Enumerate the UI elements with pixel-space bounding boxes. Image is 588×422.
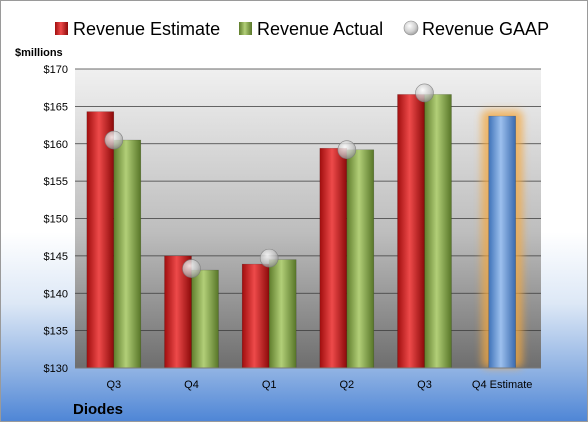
legend-item-revenue-gaap: Revenue GAAP	[403, 19, 549, 39]
y-tick-label: $140	[44, 288, 68, 300]
y-tick-label: $160	[44, 139, 68, 151]
legend-marker-gaap	[403, 20, 419, 36]
y-axis-ticks: $130 $135 $140 $145 $150 $155 $160 $165 $170	[44, 64, 68, 375]
x-tick-label: Q3	[417, 379, 432, 391]
marker-revenue-gaap	[104, 130, 124, 150]
company-name: Diodes	[73, 401, 123, 418]
legend-label-gaap: Revenue GAAP	[422, 19, 549, 39]
bar-revenue-actual	[346, 149, 375, 369]
bar-revenue-actual	[191, 269, 219, 369]
bar-revenue-estimate	[397, 94, 425, 369]
y-tick-label: $165	[44, 101, 68, 113]
unit-label: $millions	[15, 47, 63, 59]
legend-label-actual: Revenue Actual	[257, 19, 383, 39]
forecast-group	[481, 110, 523, 369]
x-tick-label: Q3	[106, 379, 121, 391]
bar-revenue-estimate	[241, 263, 270, 369]
gaap-markers	[104, 83, 434, 278]
bar-revenue-actual	[424, 94, 452, 369]
x-tick-label: Q1	[262, 379, 277, 391]
legend: Revenue Estimate Revenue Actual Revenue …	[55, 19, 549, 39]
legend-item-revenue-estimate: Revenue Estimate	[55, 19, 220, 39]
x-tick-label: Q4 Estimate	[472, 379, 533, 391]
bar-revenue-estimate	[319, 147, 348, 369]
marker-revenue-gaap	[259, 248, 279, 268]
y-tick-label: $150	[44, 214, 68, 226]
bar-revenue-actual	[113, 139, 142, 369]
x-tick-label: Q4	[184, 379, 199, 391]
y-tick-label: $170	[44, 64, 68, 76]
marker-revenue-gaap	[182, 259, 201, 278]
legend-swatch-estimate	[55, 22, 68, 35]
x-tick-label: Q2	[339, 379, 354, 391]
x-axis-ticks: Q3 Q4 Q1 Q2 Q3 Q4 Estimate	[106, 379, 532, 391]
y-tick-label: $145	[44, 251, 68, 263]
marker-revenue-gaap	[337, 140, 357, 160]
y-tick-label: $135	[44, 326, 68, 338]
legend-item-revenue-actual: Revenue Actual	[239, 19, 383, 39]
legend-swatch-actual	[239, 22, 252, 35]
bar-revenue-estimate	[86, 111, 115, 369]
bars	[86, 94, 452, 369]
y-tick-label: $155	[44, 176, 68, 188]
bar-revenue-actual	[268, 259, 297, 369]
marker-revenue-gaap	[415, 83, 434, 103]
bar-revenue-forecast	[488, 115, 516, 369]
legend-label-estimate: Revenue Estimate	[73, 19, 220, 39]
y-tick-label: $130	[44, 363, 68, 375]
